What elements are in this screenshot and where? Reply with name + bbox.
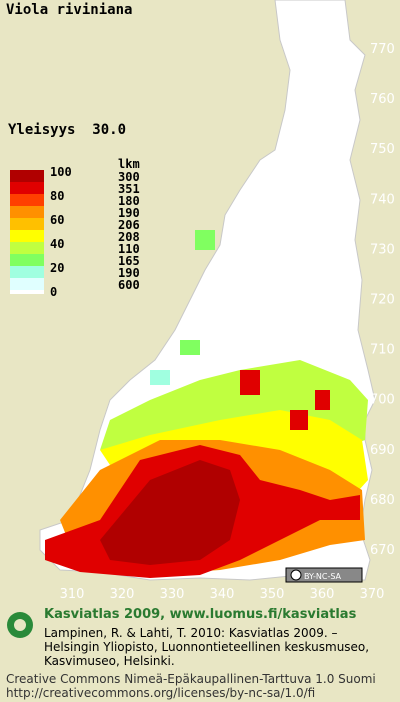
legend-count: 165 <box>118 254 140 268</box>
frequency-label: Yleisyys 30.0 <box>8 122 126 138</box>
legend-count: 208 <box>118 230 140 244</box>
x-tick-label: 340 <box>210 587 235 602</box>
legend-scale-label: 40 <box>50 237 64 251</box>
x-tick-label: 310 <box>60 587 85 602</box>
legend-count: 600 <box>118 278 140 292</box>
x-tick-label: 320 <box>110 587 135 602</box>
y-tick-label: 710 <box>370 343 395 358</box>
citation-line: Helsingin Yliopisto, Luonnontieteellinen… <box>44 640 369 654</box>
y-tick-label: 720 <box>370 293 395 308</box>
legend-count: 300 <box>118 170 140 184</box>
occurrence-cells <box>45 230 368 578</box>
legend-count: 190 <box>118 206 140 220</box>
footer-heading: Kasviatlas 2009, www.luomus.fi/kasviatla… <box>44 607 357 622</box>
legend-scale-label: 20 <box>50 261 64 275</box>
y-tick-label: 700 <box>370 393 395 408</box>
legend-scale-label: 100 <box>50 165 72 179</box>
count-header: lkm <box>118 157 140 171</box>
map-title: Viola riviniana <box>6 2 132 18</box>
citation-line: Lampinen, R. & Lahti, T. 2010: Kasviatla… <box>44 626 338 640</box>
x-tick-label: 370 <box>360 587 385 602</box>
legend-count: 351 <box>118 182 140 196</box>
citation-line: Kasvimuseo, Helsinki. <box>44 654 175 668</box>
legend-scale-label: 80 <box>50 189 64 203</box>
legend-swatches <box>10 170 44 294</box>
legend-count: 206 <box>118 218 140 232</box>
legend-count: 110 <box>118 242 140 256</box>
y-tick-label: 760 <box>370 92 395 107</box>
legend-count: 190 <box>118 266 140 280</box>
legend-scale-label: 0 <box>50 285 57 299</box>
legend-count: 180 <box>118 194 140 208</box>
y-tick-label: 750 <box>370 142 395 157</box>
x-tick-label: 350 <box>260 587 285 602</box>
y-tick-label: 740 <box>370 192 395 207</box>
logo <box>7 612 33 638</box>
license-line: Creative Commons Nimeä-Epäkaupallinen-Ta… <box>6 672 376 686</box>
x-tick-label: 360 <box>310 587 335 602</box>
y-tick-label: 680 <box>370 493 395 508</box>
license-badge-text: BY-NC-SA <box>304 572 342 581</box>
y-tick-label: 690 <box>370 443 395 458</box>
y-tick-label: 670 <box>370 543 395 558</box>
x-tick-label: 330 <box>160 587 185 602</box>
license-line: http://creativecommons.org/licenses/by-n… <box>6 686 315 700</box>
license-badge: BY-NC-SA <box>285 567 363 583</box>
legend-scale-label: 60 <box>50 213 64 227</box>
y-tick-label: 770 <box>370 42 395 57</box>
y-tick-label: 730 <box>370 242 395 257</box>
